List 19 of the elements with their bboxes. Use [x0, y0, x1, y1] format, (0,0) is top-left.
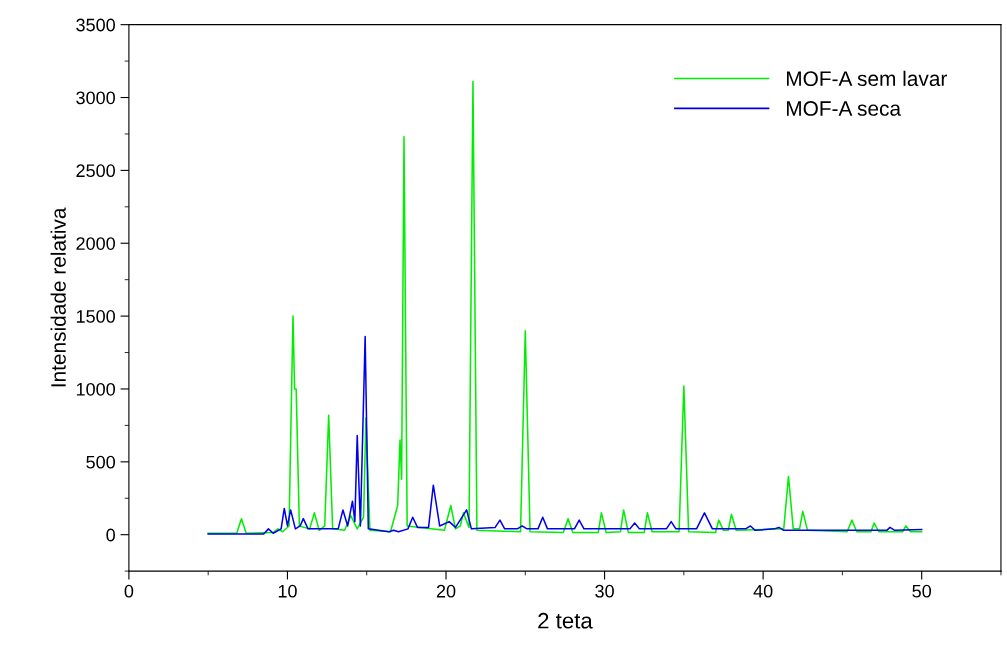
x-axis-title: 2 teta: [538, 612, 593, 629]
x-tick-label: 10: [278, 584, 297, 598]
legend-label: MOF-A seca: [786, 101, 902, 116]
x-tick-label: 20: [436, 584, 456, 598]
y-tick-label: 1500: [76, 310, 115, 323]
legend-label: MOF-A sem lavar: [786, 70, 947, 87]
y-tick-label: 3500: [76, 18, 115, 32]
y-tick-label: 2500: [76, 164, 115, 178]
x-tick-label: 40: [753, 584, 773, 598]
x-tick-label: 50: [912, 584, 932, 598]
y-tick-label: 0: [106, 528, 115, 542]
y-tick-label: 2000: [76, 237, 115, 250]
y-tick-label: 1000: [76, 382, 115, 396]
line-series: [207, 335, 923, 535]
y-tick-label: 500: [86, 455, 115, 469]
y-tick-label: 3000: [76, 91, 115, 105]
y-axis-title: Intensidade relativa: [50, 207, 66, 387]
x-tick-label: 0: [124, 584, 134, 598]
x-tick-label: 30: [595, 584, 614, 598]
